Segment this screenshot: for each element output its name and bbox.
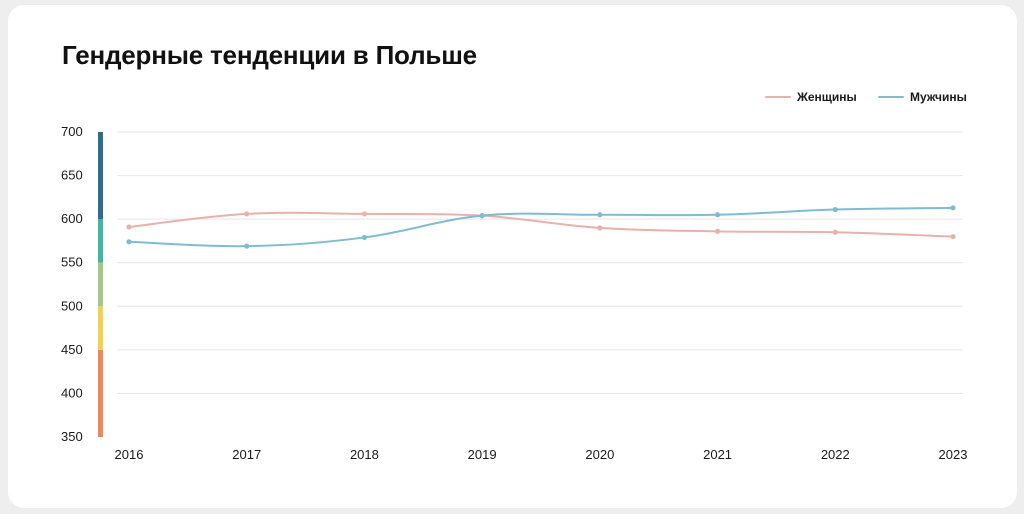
legend-label-men: Мужчины: [910, 90, 967, 104]
y-tick-label: 450: [61, 342, 83, 357]
data-point-men: [244, 243, 250, 249]
level-band: [98, 262, 103, 307]
legend-item-women: Женщины: [765, 90, 857, 104]
data-point-women: [714, 228, 721, 234]
level-band: [98, 132, 103, 220]
level-band: [98, 349, 103, 437]
data-point-women: [832, 229, 838, 235]
x-tick-label: 2018: [350, 447, 379, 462]
chart-legend: Женщины Мужчины: [0, 90, 1024, 106]
level-band: [98, 219, 103, 263]
y-tick-label: 350: [61, 429, 83, 444]
x-tick-label: 2020: [585, 447, 614, 462]
data-point-men: [361, 234, 368, 241]
series-line-men: [128, 206, 954, 248]
y-tick-label: 700: [61, 124, 83, 139]
data-point-women: [126, 224, 132, 230]
data-point-women: [361, 211, 368, 217]
x-tick-label: 2019: [468, 447, 497, 462]
x-tick-label: 2021: [703, 447, 732, 462]
data-point-women: [597, 225, 603, 231]
y-tick-label: 600: [61, 211, 83, 226]
legend-swatch-women: [765, 96, 791, 98]
data-point-women: [244, 211, 250, 217]
x-tick-label: 2017: [232, 447, 261, 462]
series-line-women: [128, 211, 954, 238]
chart-title: Гендерные тенденции в Польше: [62, 40, 477, 70]
legend-label-women: Женщины: [797, 90, 857, 104]
x-tick-label: 2023: [939, 447, 968, 462]
x-tick-label: 2022: [821, 447, 850, 462]
data-point-men: [950, 205, 956, 211]
y-tick-label: 550: [61, 255, 83, 270]
data-point-men: [597, 212, 603, 218]
y-tick-label: 500: [61, 298, 83, 313]
y-tick-label: 650: [61, 168, 83, 183]
data-point-women: [950, 233, 956, 240]
legend-swatch-men: [878, 96, 904, 98]
legend-item-men: Мужчины: [878, 90, 967, 104]
level-band: [98, 306, 103, 350]
chart-card: [8, 5, 1017, 508]
y-tick-label: 400: [61, 385, 83, 400]
data-point-men: [479, 213, 485, 219]
data-point-men: [714, 212, 721, 218]
data-point-men: [832, 206, 838, 213]
x-tick-label: 2016: [115, 447, 144, 462]
data-point-men: [126, 239, 132, 245]
